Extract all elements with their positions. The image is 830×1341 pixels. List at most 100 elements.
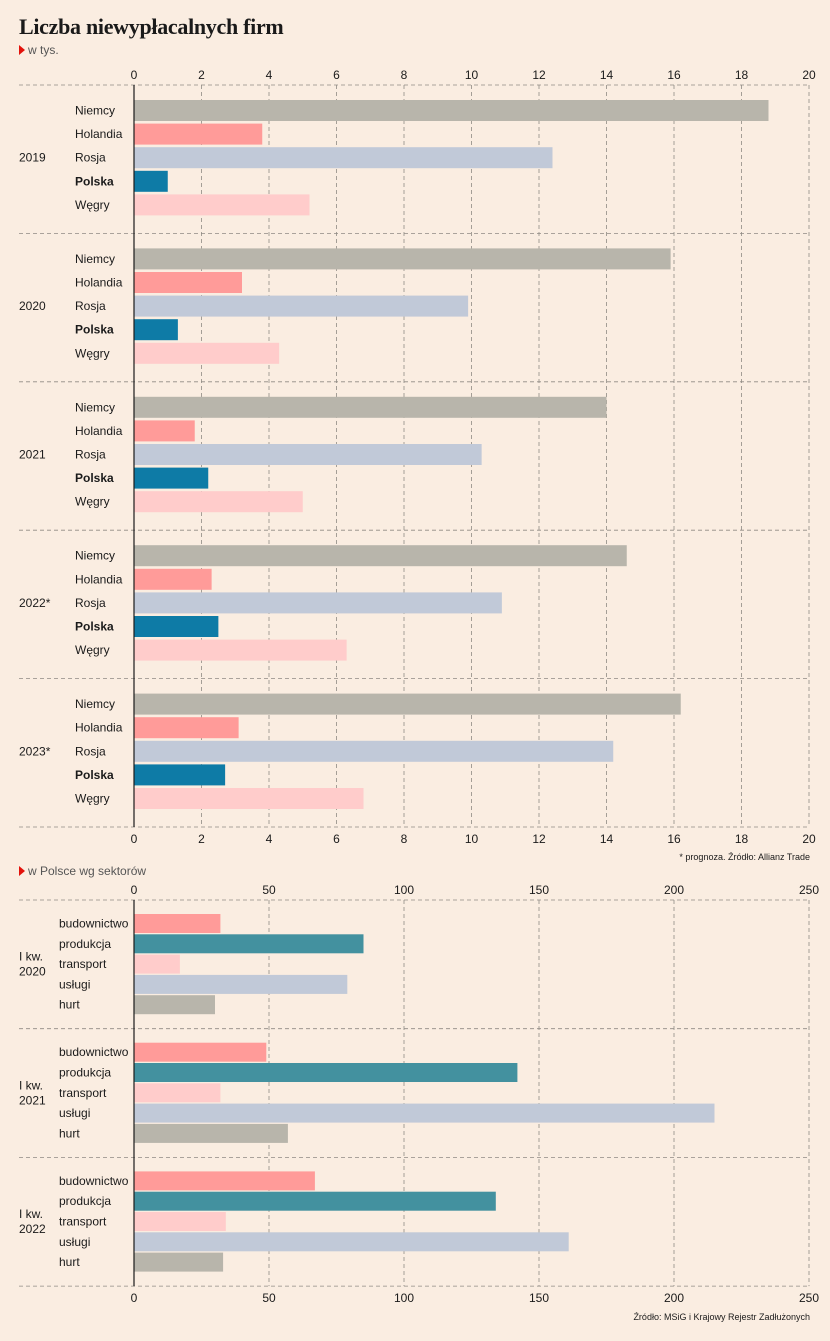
- x-tick-label-bottom: 0: [131, 1291, 138, 1305]
- category-label: Niemcy: [75, 697, 115, 711]
- x-tick-label-top: 14: [600, 68, 614, 82]
- category-label: Niemcy: [75, 549, 115, 563]
- category-label: Polska: [75, 620, 114, 634]
- category-label: budownictwo: [59, 1045, 129, 1059]
- x-tick-label-top: 18: [735, 68, 749, 82]
- bar: [134, 1212, 226, 1231]
- bar: [134, 717, 239, 739]
- x-tick-label-top: 16: [667, 68, 681, 82]
- category-label: Węgry: [75, 198, 110, 212]
- x-tick-label-top: 150: [529, 883, 549, 897]
- x-tick-label-top: 50: [262, 883, 276, 897]
- bar: [134, 100, 769, 121]
- triangle-icon: [19, 45, 25, 55]
- x-tick-label-top: 12: [532, 68, 546, 82]
- category-label: Holandia: [75, 572, 123, 586]
- bar: [134, 616, 219, 637]
- x-tick-label-bottom: 200: [664, 1291, 684, 1305]
- group-label: 2020: [19, 965, 46, 979]
- x-tick-label-top: 0: [131, 883, 138, 897]
- category-label: Polska: [75, 174, 114, 188]
- group-label: I kw.: [19, 950, 43, 964]
- bar: [134, 1232, 569, 1252]
- x-tick-label-bottom: 0: [131, 832, 138, 846]
- sector-bar-chart: 0 0 50 50 100 100 150 150 200 200 250 250 budownictw…: [19, 883, 819, 1305]
- bar: [134, 467, 209, 489]
- category-label: hurt: [59, 1255, 80, 1269]
- bar: [134, 123, 263, 145]
- bar: [134, 954, 180, 974]
- bar: [134, 491, 303, 513]
- category-label: Węgry: [75, 346, 110, 360]
- category-label: transport: [59, 957, 107, 971]
- category-label: Polska: [75, 768, 114, 782]
- group-label: 2019: [19, 151, 46, 165]
- x-tick-label-bottom: 18: [735, 832, 749, 846]
- category-label: produkcja: [59, 1194, 111, 1208]
- group-label: 2022: [19, 1222, 46, 1236]
- category-label: Niemcy: [75, 252, 115, 266]
- bar: [134, 568, 212, 590]
- category-label: Węgry: [75, 495, 110, 509]
- bar: [134, 396, 607, 418]
- bar: [134, 319, 178, 341]
- group-label: I kw.: [19, 1078, 43, 1092]
- x-tick-label-top: 250: [799, 883, 819, 897]
- category-label: produkcja: [59, 937, 111, 951]
- category-label: usługi: [59, 1106, 90, 1120]
- category-label: Węgry: [75, 643, 110, 657]
- category-label: Holandia: [75, 721, 123, 735]
- x-tick-label-top: 4: [266, 68, 273, 82]
- x-tick-label-bottom: 16: [667, 832, 681, 846]
- source-note: Źródło: MSiG i Krajowy Rejestr Zadłużony…: [633, 1312, 810, 1322]
- bar: [134, 1191, 496, 1211]
- x-tick-label-top: 20: [802, 68, 816, 82]
- chart-title: Liczba niewypłacalnych firm: [19, 14, 284, 39]
- category-label: Rosja: [75, 299, 106, 313]
- sector-label: w Polsce wg sektorów: [28, 864, 147, 878]
- bar: [134, 995, 215, 1015]
- x-tick-label-bottom: 12: [532, 832, 546, 846]
- category-label: Węgry: [75, 792, 110, 806]
- bar: [134, 295, 469, 317]
- category-label: transport: [59, 1215, 107, 1229]
- bar: [134, 693, 681, 715]
- bar: [134, 545, 627, 567]
- bar: [134, 764, 226, 786]
- category-label: Holandia: [75, 276, 123, 290]
- x-tick-label-bottom: 250: [799, 1291, 819, 1305]
- category-label: Rosja: [75, 151, 106, 165]
- country-bar-chart: 0022446688101012121414161618182020Niemcy…: [19, 68, 816, 846]
- group-label: 2021: [19, 448, 46, 462]
- x-tick-label-bottom: 10: [465, 832, 479, 846]
- x-tick-label-top: 10: [465, 68, 479, 82]
- sector-subtitle: w Polsce wg sektorów: [19, 864, 146, 878]
- group-label: 2020: [19, 299, 46, 313]
- x-tick-label-bottom: 100: [394, 1291, 414, 1305]
- category-label: Rosja: [75, 596, 106, 610]
- category-label: Rosja: [75, 448, 106, 462]
- unit-subtitle: w tys.: [19, 43, 59, 57]
- bar: [134, 194, 310, 216]
- bar: [134, 342, 280, 364]
- category-label: Rosja: [75, 744, 106, 758]
- category-label: Polska: [75, 323, 114, 337]
- x-tick-label-bottom: 2: [198, 832, 205, 846]
- group-label: I kw.: [19, 1207, 43, 1221]
- bar: [134, 1103, 715, 1123]
- bar: [134, 1252, 224, 1272]
- x-tick-label-bottom: 4: [266, 832, 273, 846]
- category-label: Niemcy: [75, 104, 115, 118]
- bar: [134, 592, 502, 614]
- bar: [134, 740, 614, 762]
- bar: [134, 248, 671, 270]
- unit-label: w tys.: [28, 43, 59, 57]
- x-tick-label-top: 0: [131, 68, 138, 82]
- bar: [134, 1063, 518, 1082]
- bar: [134, 420, 195, 442]
- x-tick-label-top: 6: [333, 68, 340, 82]
- triangle-icon: [19, 866, 25, 876]
- category-label: Niemcy: [75, 400, 115, 414]
- bar: [134, 1171, 315, 1191]
- category-label: hurt: [59, 998, 80, 1012]
